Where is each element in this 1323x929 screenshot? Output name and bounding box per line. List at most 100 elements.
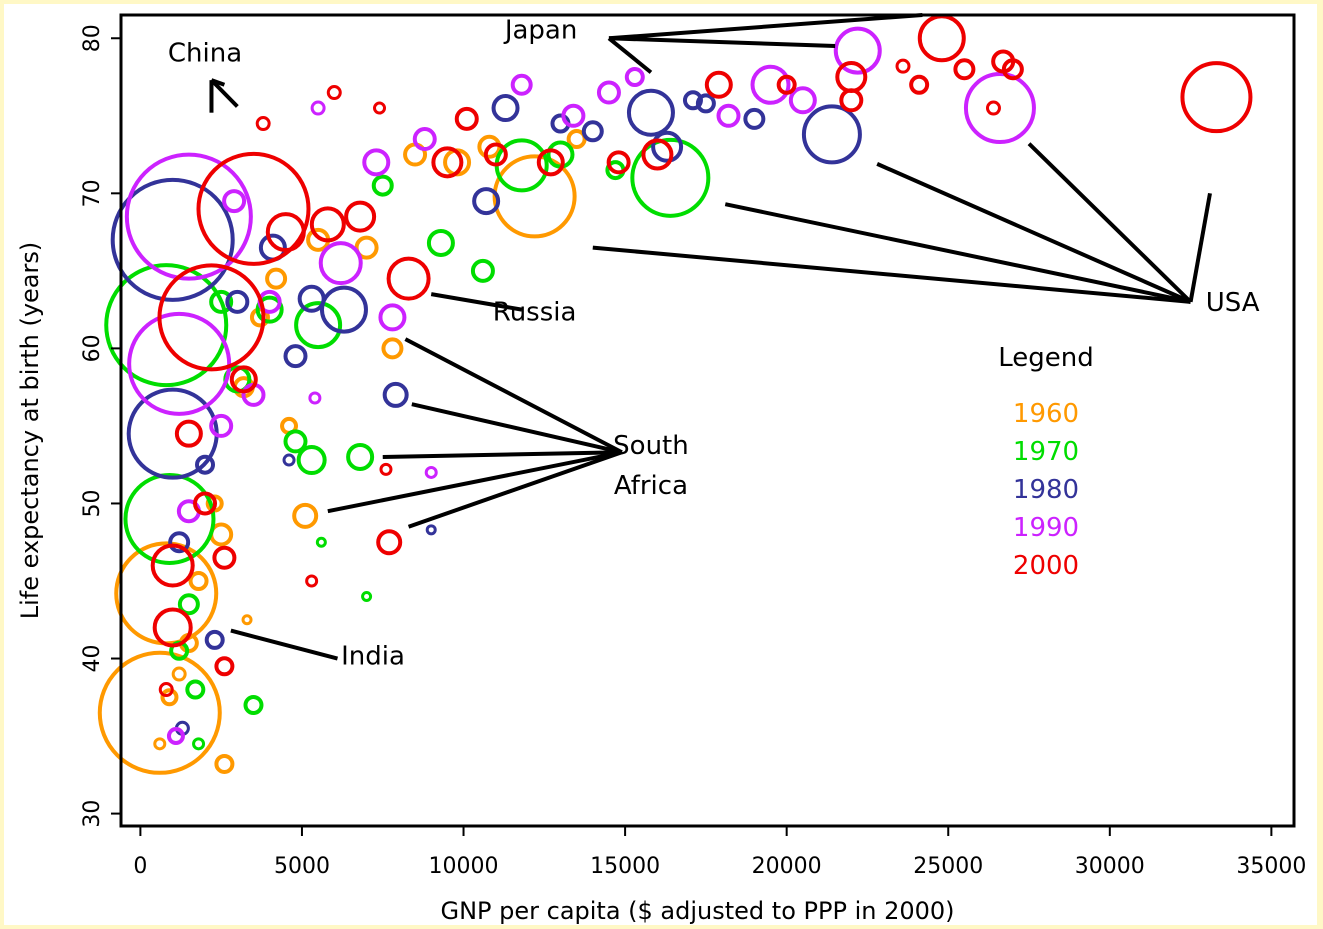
bubble-1990-13 [788, 86, 817, 115]
bubble-1960-14 [160, 688, 179, 707]
bubble-1980-3 [382, 381, 409, 408]
leader-line-11 [430, 292, 523, 312]
bubble-1980-8 [472, 187, 501, 216]
bubble-2000-26 [212, 545, 237, 570]
bubble-1980-19 [195, 454, 216, 475]
bubble-1980-7 [491, 94, 520, 123]
bubble-1980-20 [581, 120, 604, 143]
leader-line-14 [382, 450, 622, 459]
bubble-2000-28 [158, 682, 174, 698]
x-axis-title: GNP per capita ($ adjusted to PPP in 200… [440, 897, 954, 925]
bubble-1980-12 [168, 531, 191, 554]
x-tick-label-2: 10000 [429, 854, 499, 879]
bubble-2000-36 [193, 491, 218, 516]
bubble-2000-15 [985, 100, 1001, 116]
bubble-1960-2 [492, 154, 577, 239]
bubble-2000-3 [917, 14, 966, 63]
bubble-2000-20 [265, 212, 306, 253]
bubble-1970-1 [123, 472, 216, 565]
bubble-2000-32 [606, 150, 631, 175]
bubble-2000-35 [895, 58, 911, 74]
bubble-1980-0 [110, 177, 235, 302]
bubble-2000-5 [386, 256, 431, 301]
axes-layer: 0 5000 10000 15000 20000 25000 30000 35000 30 40 5… [16, 13, 1306, 925]
bubble-2000-37 [229, 365, 258, 394]
bubble-2000-33 [483, 142, 508, 167]
legend-item-1990: 1990 [1013, 513, 1079, 543]
bubble-2000-24 [152, 607, 193, 648]
bubble-1990-23 [624, 67, 645, 88]
bubble-1980-6 [651, 130, 684, 163]
bubble-1970-10 [294, 301, 343, 350]
legend-item-1970: 1970 [1013, 437, 1079, 467]
bubble-1970-5 [283, 429, 308, 454]
bubble-1990-17 [412, 127, 437, 152]
bubble-1990-7 [310, 100, 326, 116]
leader-line-2 [210, 78, 239, 108]
annotation-russia: Russia [493, 297, 577, 327]
bubble-1970-22 [315, 536, 327, 548]
y-tick-label-1: 40 [80, 645, 105, 673]
plot-border [119, 13, 1296, 828]
y-tick-label-4: 70 [80, 179, 105, 207]
bubble-1970-16 [209, 289, 234, 314]
bubble-1980-23 [282, 453, 296, 467]
bubble-1960-19 [153, 737, 167, 751]
bubble-1990-2 [963, 72, 1036, 145]
bubbles-layer [97, 14, 1253, 775]
leader-line-13 [411, 402, 623, 455]
bubble-1960-22 [566, 129, 587, 150]
bubble-1960-7 [214, 753, 235, 774]
bubble-1990-6 [318, 241, 363, 286]
bubble-2000-34 [909, 74, 930, 95]
y-tick-label-0: 30 [80, 800, 105, 828]
bubble-2000-7 [305, 574, 319, 588]
bubble-2000-12 [953, 58, 976, 81]
series-1990 [124, 26, 1036, 746]
bubble-2000-4 [376, 529, 403, 556]
bubble-2000-1 [157, 263, 266, 372]
leader-line-9 [724, 202, 1192, 304]
bubble-1970-3 [346, 442, 375, 471]
bubble-1960-0 [97, 650, 222, 775]
leader-line-10 [592, 245, 1191, 304]
bubble-1970-7 [470, 258, 495, 283]
leader-line-6 [1188, 192, 1212, 303]
bubble-2000-17 [536, 148, 565, 177]
bubble-1980-17 [425, 524, 437, 536]
annotation-africa: Africa [614, 471, 688, 501]
bubble-1980-4 [319, 285, 368, 334]
bubble-1960-13 [354, 235, 379, 260]
bubble-2000-21 [309, 206, 346, 243]
bubble-1970-15 [255, 295, 284, 324]
bubble-1990-5 [424, 465, 438, 479]
bubble-1980-11 [204, 629, 225, 650]
bubble-2000-10 [835, 61, 868, 94]
annotation-china: China [168, 39, 242, 69]
x-tick-label-6: 30000 [1075, 854, 1145, 879]
bubble-1990-20 [308, 391, 322, 405]
bubble-1960-4 [381, 337, 404, 360]
bubble-1990-15 [510, 73, 533, 96]
bubble-2000-19 [454, 106, 479, 131]
bubble-1970-2 [630, 137, 711, 218]
bubble-1990-4 [378, 303, 407, 332]
annotation-south: South [613, 431, 689, 461]
legend-item-1980: 1980 [1013, 475, 1079, 505]
leader-line-16 [407, 450, 623, 529]
x-tick-label-1: 5000 [274, 854, 330, 879]
bubble-2000-6 [379, 462, 393, 476]
bubble-1970-11 [243, 695, 264, 716]
bubble-1970-20 [192, 737, 206, 751]
legend-title: Legend [998, 343, 1094, 373]
bubble-2000-9 [704, 70, 733, 99]
bubble-2000-22 [344, 200, 377, 233]
bubble-1960-3 [292, 502, 319, 529]
bubble-1990-3 [833, 26, 882, 75]
bubble-1990-1 [127, 311, 232, 416]
bubble-1960-9 [265, 267, 288, 290]
bubble-2000-23 [150, 543, 195, 588]
bubble-2000-25 [174, 419, 203, 448]
bubble-2000-8 [641, 138, 674, 171]
annotation-japan: Japan [503, 15, 578, 45]
